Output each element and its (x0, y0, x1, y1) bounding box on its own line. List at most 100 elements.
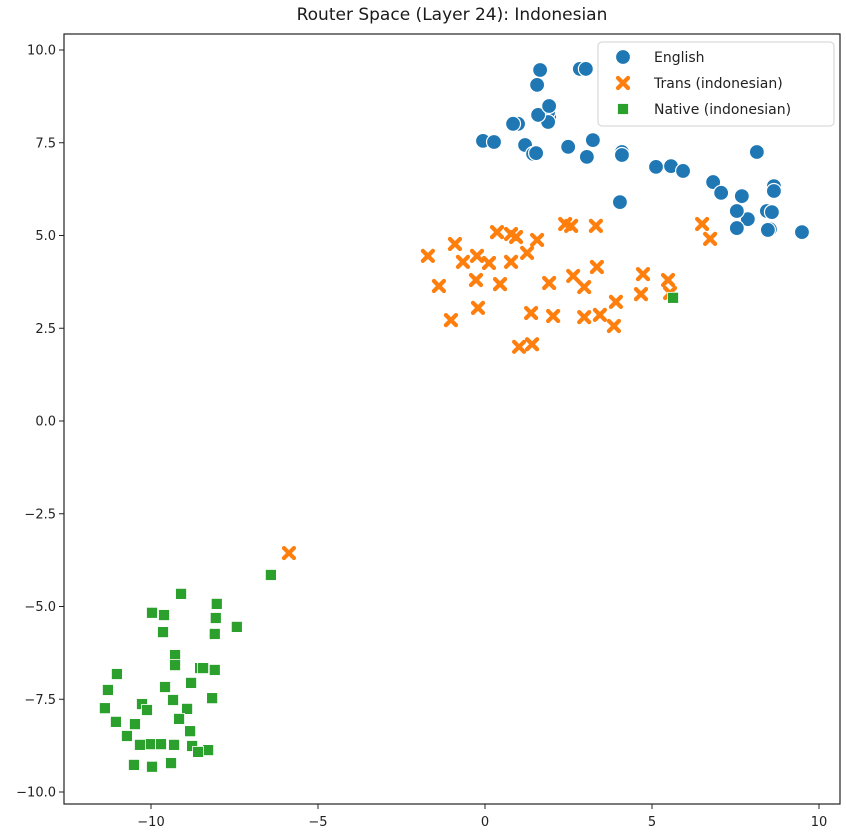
data-point-x (431, 278, 447, 294)
data-point-x (566, 268, 581, 284)
data-point-x (281, 545, 297, 561)
legend-label: English (654, 50, 705, 66)
data-point-x (660, 272, 676, 288)
data-point-circle (485, 133, 503, 151)
data-point-circle (530, 106, 547, 124)
data-point-square (181, 702, 193, 715)
data-point-circle (529, 76, 546, 93)
x-axis: −10 −5 0 5 10 (137, 804, 827, 830)
legend-item: English (614, 48, 705, 66)
data-point-circle (611, 194, 629, 211)
data-point-circle (733, 188, 750, 205)
chart-title: Router Space (Layer 24): Indonesian (296, 5, 608, 25)
data-point-square (230, 621, 243, 633)
data-point-square (99, 702, 111, 715)
data-point-x (420, 248, 435, 264)
data-points (99, 60, 811, 773)
series-english (474, 60, 811, 241)
y-tick-label: −7.5 (24, 693, 56, 708)
data-point-circle (613, 146, 631, 164)
data-point-square (146, 606, 158, 619)
data-point-circle (577, 60, 594, 78)
series-native-indonesian (99, 291, 679, 773)
legend-marker-circle-icon (614, 48, 632, 66)
data-point-x (443, 312, 459, 328)
data-point-square (169, 659, 181, 672)
data-point-square (159, 681, 171, 693)
x-tick-label: 10 (811, 815, 828, 830)
data-point-square (144, 738, 156, 751)
data-point-square (206, 692, 219, 705)
data-point-x (524, 337, 540, 352)
data-point-x (511, 339, 527, 354)
data-point-square (173, 713, 185, 725)
x-tick-label: 5 (648, 815, 656, 830)
data-point-square (110, 715, 122, 728)
data-point-x (694, 216, 710, 232)
data-point-square (157, 626, 169, 638)
data-point-circle (728, 202, 745, 220)
data-point-x (564, 218, 579, 233)
data-point-square (129, 718, 141, 731)
data-point-square (141, 704, 153, 716)
data-point-square (102, 684, 114, 696)
y-axis: 10.0 7.5 5.0 2.5 0.0 −2.5 −5.0 −7.5 −10.0 (16, 44, 64, 801)
data-point-circle (739, 211, 756, 228)
data-point-x (492, 277, 508, 292)
data-point-x (608, 294, 624, 310)
data-point-square (167, 694, 179, 706)
data-point-x (523, 305, 539, 321)
x-tick-label: −10 (137, 815, 164, 830)
data-point-circle (713, 184, 730, 201)
data-point-x (703, 231, 718, 246)
data-point-square (158, 609, 170, 621)
data-point-circle (705, 173, 722, 191)
data-point-square (184, 725, 196, 738)
data-point-circle (759, 221, 776, 239)
data-point-square (265, 569, 277, 581)
data-point-circle (560, 138, 577, 155)
y-tick-label: −5.0 (24, 600, 56, 615)
data-point-circle (765, 182, 783, 200)
data-point-circle (674, 162, 692, 180)
data-point-square (155, 738, 167, 751)
data-point-x (542, 275, 557, 291)
data-point-x (577, 310, 592, 325)
data-point-x (469, 248, 485, 264)
axes-frame (63, 33, 841, 805)
legend-item: Trans (indonesian) (615, 75, 783, 92)
data-point-square (165, 757, 177, 769)
data-point-x (606, 318, 622, 334)
data-point-circle (504, 115, 522, 132)
data-point-circle (578, 148, 595, 165)
data-point-x (519, 245, 535, 261)
data-point-x (633, 287, 649, 302)
y-tick-label: −10.0 (16, 786, 56, 801)
data-point-square (197, 662, 210, 674)
data-point-square (169, 649, 181, 662)
data-point-circle (584, 132, 601, 149)
data-point-x (592, 307, 607, 322)
data-point-x (588, 218, 603, 233)
y-tick-label: 5.0 (35, 229, 56, 244)
legend-marker-square-icon (617, 103, 629, 115)
x-tick-label: 0 (481, 815, 489, 830)
legend-item: Native (indonesian) (617, 102, 791, 118)
data-point-x (470, 300, 486, 315)
y-tick-label: 10.0 (27, 44, 56, 59)
data-point-x (468, 272, 484, 288)
data-point-circle (748, 143, 765, 161)
data-point-square (667, 291, 679, 304)
data-point-circle (728, 219, 745, 237)
data-point-x (489, 225, 505, 240)
legend-label: Trans (indonesian) (653, 76, 783, 92)
legend-marker-x-icon (615, 75, 631, 91)
x-tick-label: −5 (308, 815, 327, 830)
data-point-x (635, 266, 651, 282)
data-point-circle (793, 224, 811, 241)
data-point-circle (647, 158, 665, 175)
data-point-square (134, 738, 146, 751)
data-point-square (192, 746, 204, 758)
data-point-square (208, 628, 221, 640)
